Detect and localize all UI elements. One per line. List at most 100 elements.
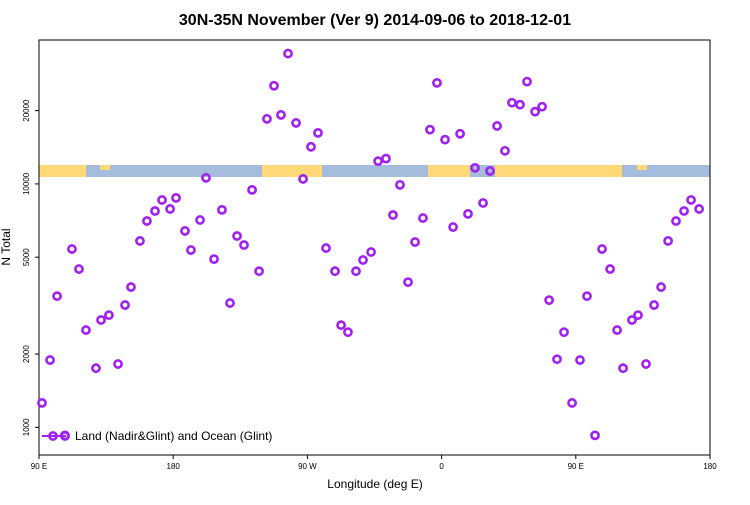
data-point: [157, 195, 167, 205]
x-axis-label: Longitude (deg E): [327, 477, 422, 491]
y-tick-label: 10000: [22, 172, 31, 195]
data-point: [597, 244, 607, 254]
data-point: [485, 166, 495, 176]
data-point: [330, 266, 340, 277]
data-point: [120, 300, 130, 310]
data-point: [418, 213, 428, 223]
x-tick-label: 90 W: [298, 462, 317, 471]
land-band: [100, 165, 110, 170]
data-point: [373, 156, 383, 167]
y-tick-label: 1000: [22, 418, 31, 436]
chart-title: 30N-35N November (Ver 9) 2014-09-06 to 2…: [179, 12, 571, 29]
data-point: [104, 310, 114, 321]
data-point: [671, 216, 681, 226]
data-point: [195, 215, 205, 225]
data-point: [366, 247, 376, 257]
data-point: [313, 127, 323, 138]
data-point: [74, 264, 84, 274]
data-point: [283, 48, 293, 59]
data-point: [306, 141, 316, 152]
data-point: [150, 206, 160, 216]
y-tick-label: 5000: [22, 248, 31, 266]
data-point: [298, 174, 308, 184]
plot-frame: [38, 39, 711, 456]
land-band: [495, 165, 622, 177]
data-point: [530, 106, 540, 117]
data-point: [679, 206, 689, 216]
data-point: [351, 266, 361, 277]
land-band: [637, 165, 647, 170]
data-point: [276, 110, 286, 120]
data-point: [575, 355, 585, 365]
data-point: [522, 76, 532, 87]
data-point: [507, 97, 517, 108]
data-point: [126, 282, 136, 292]
data-point: [403, 277, 413, 288]
data-point: [113, 359, 123, 369]
data-point: [410, 237, 420, 247]
data-point: [492, 121, 502, 131]
data-point: [67, 244, 77, 254]
data-point: [425, 124, 435, 135]
data-point: [463, 208, 473, 219]
data-point: [537, 101, 548, 112]
data-point: [552, 354, 562, 365]
data-point: [478, 198, 488, 208]
x-tick-label: 180: [703, 462, 717, 471]
data-point: [500, 145, 510, 156]
y-tick-label: 2000: [22, 345, 31, 363]
data-point: [612, 325, 623, 335]
x-tick-label: 180: [167, 462, 181, 471]
data-point: [358, 255, 368, 265]
data-point: [627, 315, 637, 325]
data-point: [343, 327, 353, 338]
data-point: [455, 128, 465, 139]
data-point: [590, 430, 600, 441]
data-point: [232, 231, 242, 241]
data-point: [52, 291, 62, 302]
data-point: [633, 310, 643, 321]
data-point: [180, 226, 190, 236]
data-point: [135, 236, 145, 246]
data-point: [225, 298, 235, 308]
data-point: [291, 118, 301, 128]
x-tick-label: 90 E: [568, 462, 584, 471]
data-point: [165, 204, 175, 214]
data-point: [142, 216, 152, 226]
data-point: [559, 327, 569, 338]
data-point: [209, 254, 219, 265]
data-point: [171, 193, 181, 203]
legend-marker: [60, 431, 70, 441]
legend-marker: [48, 431, 58, 441]
land-band: [39, 165, 86, 177]
data-point: [605, 264, 615, 274]
data-point: [91, 363, 101, 374]
data-point: [96, 315, 106, 325]
data-point: [567, 398, 577, 408]
data-point: [247, 184, 257, 195]
data-point: [388, 210, 398, 220]
data-point: [186, 245, 196, 255]
data-point: [254, 266, 264, 277]
data-point: [440, 134, 450, 145]
data-point: [217, 205, 227, 215]
data-point: [432, 77, 442, 88]
data-point: [45, 355, 55, 365]
data-point: [649, 300, 659, 310]
data-point: [470, 162, 480, 173]
data-point: [656, 282, 666, 292]
data-point: [641, 359, 651, 369]
data-point: [381, 153, 391, 164]
legend-label: Land (Nadir&Glint) and Ocean (Glint): [75, 429, 272, 443]
data-point: [37, 398, 47, 408]
data-point: [515, 99, 525, 110]
x-tick-label: 90 E: [31, 462, 47, 471]
data-point: [618, 363, 628, 374]
land-band: [262, 165, 322, 177]
data-point: [663, 236, 673, 246]
y-tick-label: 20000: [22, 99, 31, 122]
data-point: [239, 240, 249, 250]
data-point: [544, 295, 555, 306]
data-point: [686, 195, 696, 205]
